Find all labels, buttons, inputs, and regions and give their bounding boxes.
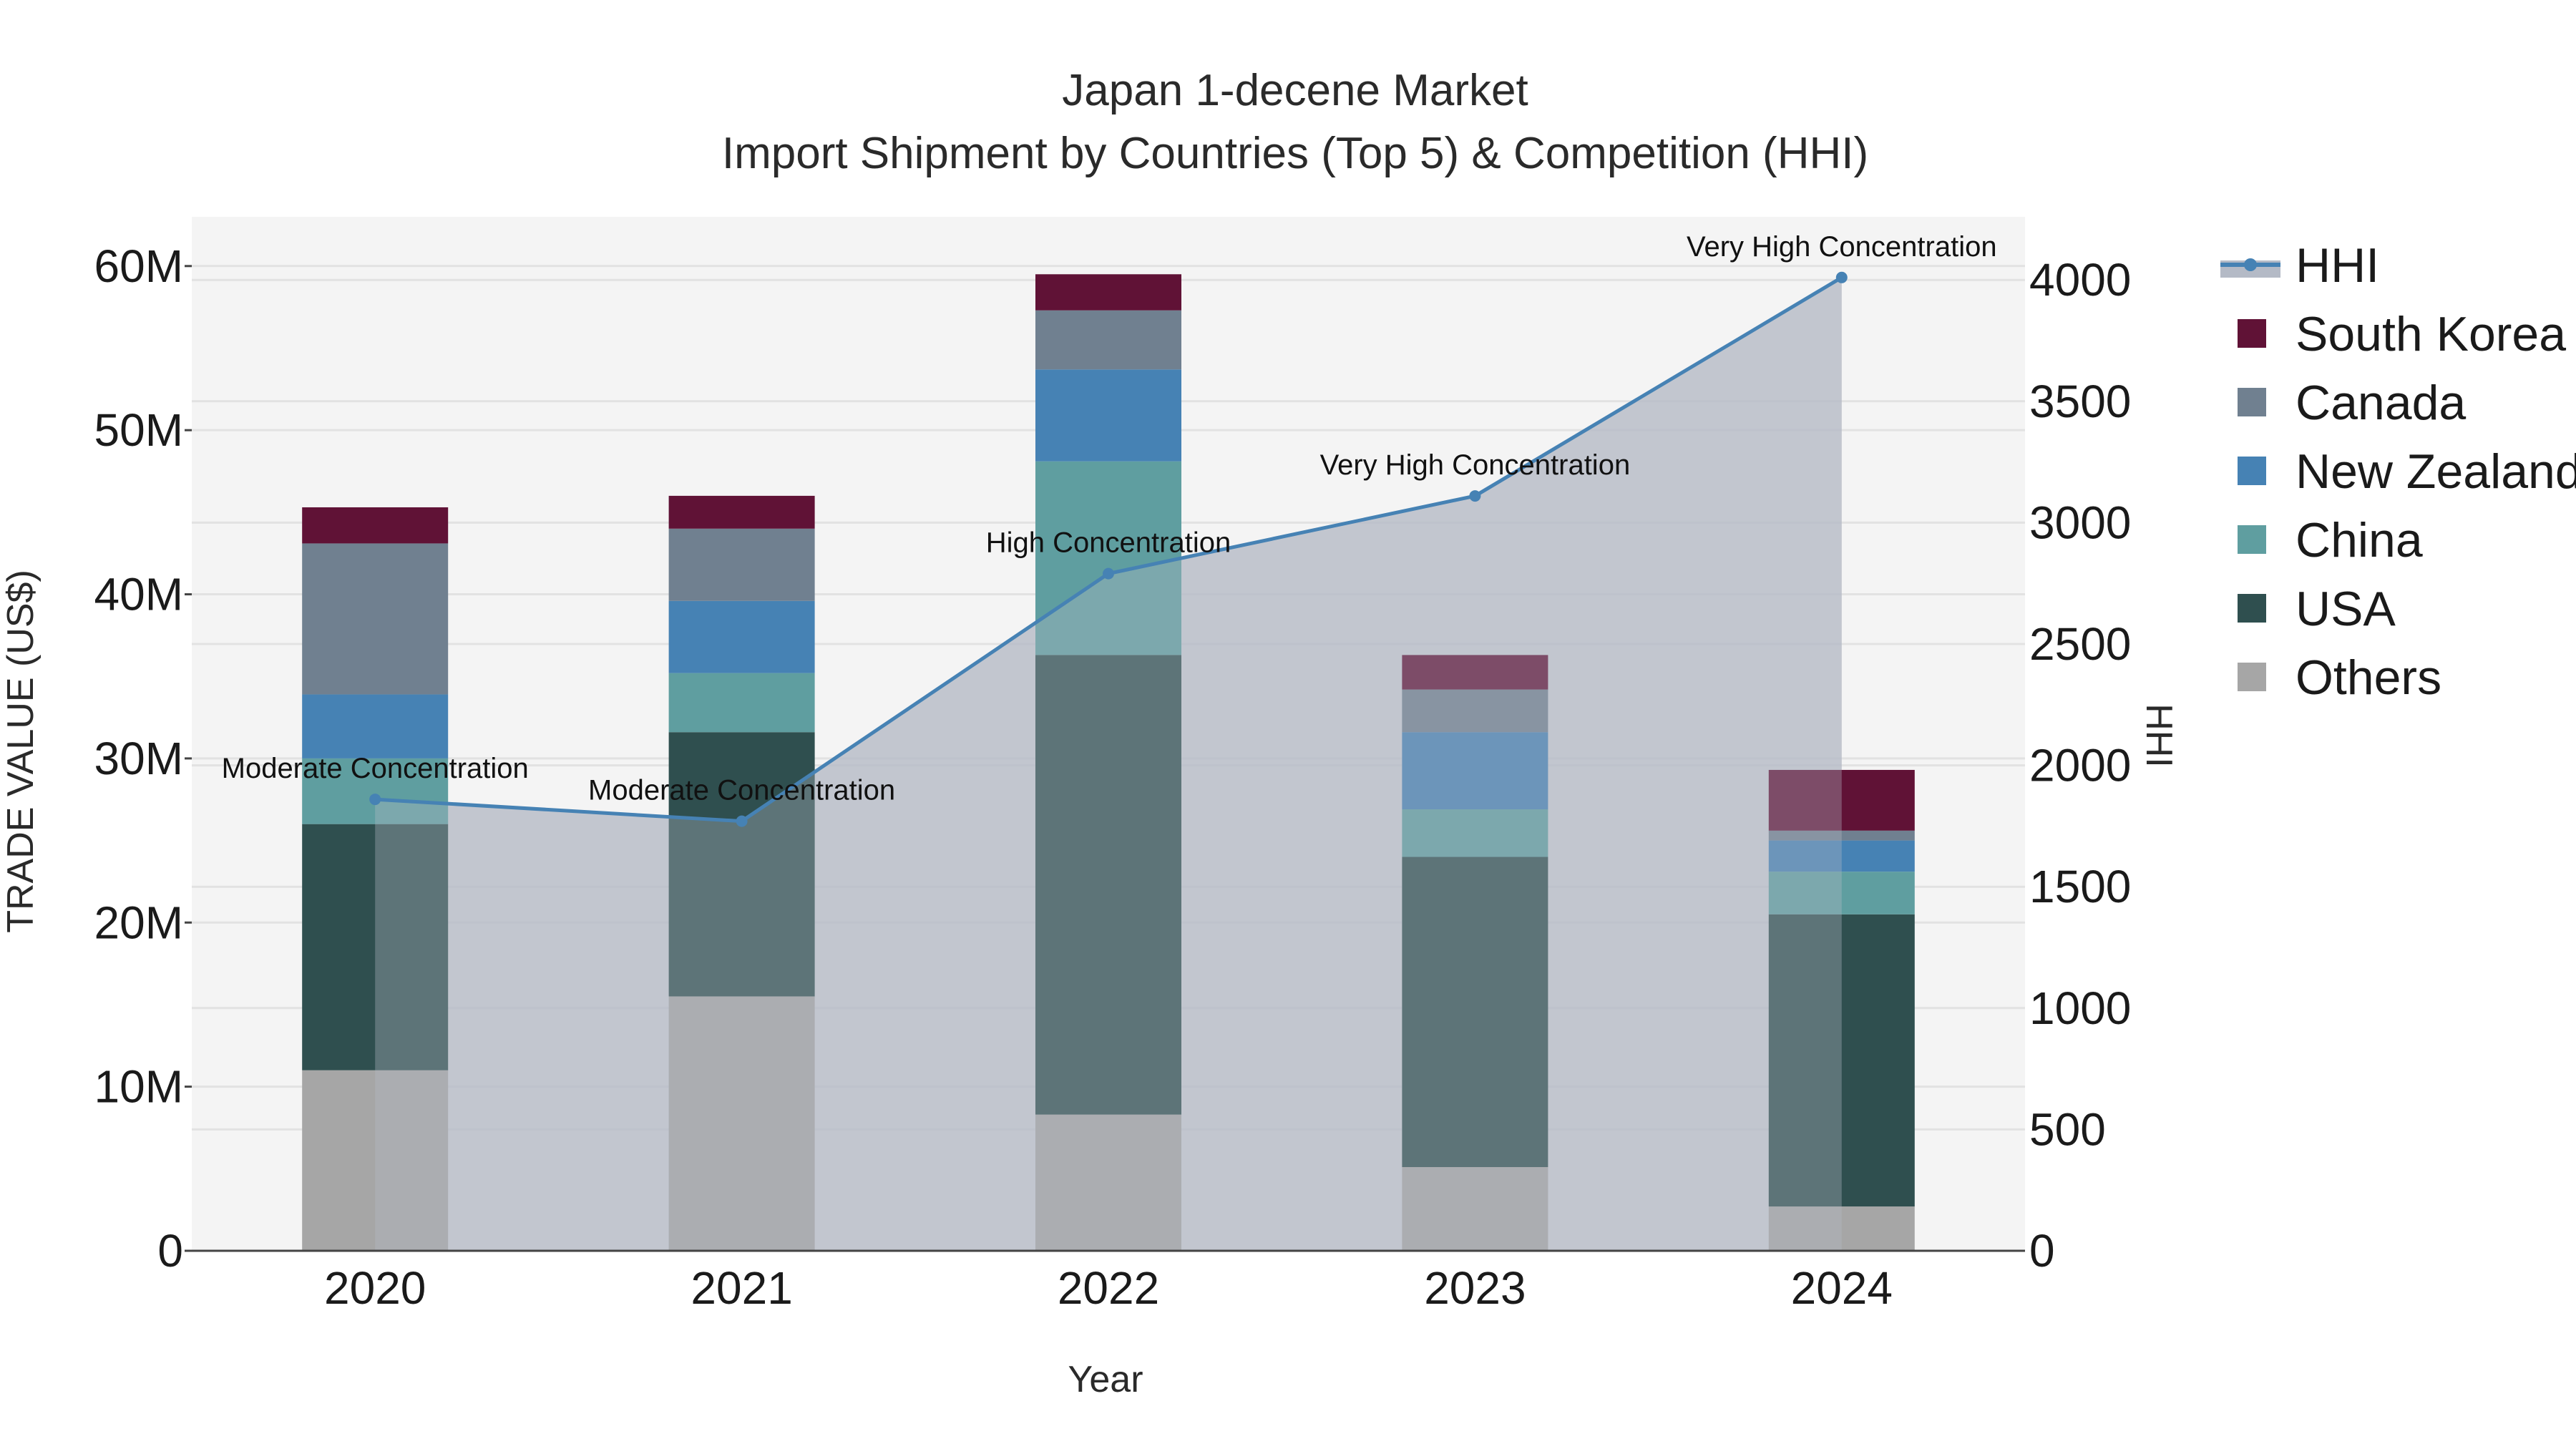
y2-tick-label: 1500 bbox=[2029, 861, 2131, 912]
bar-south-korea-2022 bbox=[1035, 274, 1181, 311]
x-tick-label-2022: 2022 bbox=[1058, 1262, 1159, 1314]
legend-label-china: China bbox=[2296, 513, 2423, 567]
hhi-annotations: Moderate Concentration Moderate Concentra… bbox=[222, 231, 1997, 806]
x-axis-ticks: 2020 2021 2022 2023 2024 bbox=[324, 1262, 1893, 1314]
x-tick-label-2024: 2024 bbox=[1791, 1262, 1893, 1314]
bar-usa-2023 bbox=[1402, 857, 1548, 1168]
hhi-point-2024 bbox=[1835, 271, 1848, 283]
bar-china-2023 bbox=[1402, 809, 1548, 857]
bars bbox=[302, 274, 1915, 1251]
y2-tick-label: 4000 bbox=[2029, 254, 2131, 306]
hhi-annotation-2020: Moderate Concentration bbox=[222, 753, 529, 784]
y2-tick-label: 2000 bbox=[2029, 740, 2131, 791]
chart-subtitle: Import Shipment by Countries (Top 5) & C… bbox=[722, 129, 1868, 178]
legend: HHI South Korea Canada New Zealand China USA O… bbox=[2220, 238, 2576, 705]
bar-others-2021 bbox=[668, 996, 815, 1251]
y2-axis-ticks: 0 500 1000 1500 2000 2500 3000 3500 4000 bbox=[2029, 254, 2131, 1277]
legend-label-others: Others bbox=[2296, 650, 2441, 705]
legend-label-canada: Canada bbox=[2296, 376, 2466, 430]
hhi-annotation-2024: Very High Concentration bbox=[1687, 231, 1997, 263]
bar-china-2022 bbox=[1035, 461, 1181, 655]
y-tick-label: 0 bbox=[157, 1225, 183, 1277]
hhi-annotation-2021: Moderate Concentration bbox=[588, 775, 895, 806]
bar-canada-2020 bbox=[302, 543, 449, 695]
x-tick-label-2020: 2020 bbox=[324, 1262, 426, 1314]
y2-tick-label: 3000 bbox=[2029, 497, 2131, 548]
legend-label-new-zealand: New Zealand bbox=[2296, 444, 2576, 499]
legend-label-hhi: HHI bbox=[2296, 238, 2379, 293]
bar-others-2023 bbox=[1402, 1167, 1548, 1251]
bar-new-zealand-2021 bbox=[668, 600, 815, 673]
bar-china-2021 bbox=[668, 673, 815, 733]
legend-swatch-china bbox=[2238, 525, 2266, 554]
bar-canada-2023 bbox=[1402, 689, 1548, 733]
y-tick-label: 20M bbox=[94, 897, 184, 948]
bar-south-korea-2024 bbox=[1768, 769, 1915, 831]
legend-swatch-usa bbox=[2238, 594, 2266, 623]
hhi-area-overlay bbox=[375, 277, 1842, 1251]
hhi-annotation-2023: Very High Concentration bbox=[1320, 449, 1631, 481]
chart-title: Japan 1-decene Market bbox=[1062, 66, 1528, 115]
y2-axis-title: HHI bbox=[2138, 703, 2180, 768]
y-tick-label: 30M bbox=[94, 733, 184, 784]
bar-south-korea-2021 bbox=[668, 495, 815, 529]
legend-swatch-canada bbox=[2238, 388, 2266, 416]
y2-tick-label: 0 bbox=[2029, 1225, 2055, 1277]
legend-swatch-south-korea bbox=[2238, 319, 2266, 348]
bar-usa-2020 bbox=[302, 824, 449, 1070]
y2-tick-label: 1000 bbox=[2029, 982, 2131, 1034]
x-tick-label-2021: 2021 bbox=[691, 1262, 792, 1314]
hhi-point-2023 bbox=[1469, 490, 1481, 502]
bar-others-2024 bbox=[1768, 1206, 1915, 1251]
bar-new-zealand-2023 bbox=[1402, 732, 1548, 810]
bar-new-zealand-2024 bbox=[1768, 840, 1915, 872]
bar-others-2022 bbox=[1035, 1114, 1181, 1251]
bar-canada-2021 bbox=[668, 528, 815, 601]
bar-south-korea-2023 bbox=[1402, 655, 1548, 690]
y2-tick-label: 500 bbox=[2029, 1103, 2106, 1155]
bar-china-2024 bbox=[1768, 872, 1915, 914]
hhi-point-2022 bbox=[1103, 567, 1114, 580]
y-axis-title: TRADE VALUE (US$) bbox=[0, 570, 42, 933]
legend-swatch-others bbox=[2238, 663, 2266, 691]
bar-canada-2024 bbox=[1768, 830, 1915, 841]
bar-usa-2022 bbox=[1035, 655, 1181, 1115]
bar-usa-2024 bbox=[1768, 914, 1915, 1207]
y-tick-label: 50M bbox=[94, 404, 184, 456]
legend-label-usa: USA bbox=[2296, 582, 2396, 636]
legend-label-south-korea: South Korea bbox=[2296, 307, 2566, 361]
legend-swatch-hhi-marker bbox=[2244, 258, 2257, 271]
bar-canada-2022 bbox=[1035, 310, 1181, 370]
bar-new-zealand-2022 bbox=[1035, 369, 1181, 462]
y-tick-label: 60M bbox=[94, 240, 184, 292]
x-axis-title: Year bbox=[1068, 1359, 1143, 1400]
hhi-point-2020 bbox=[369, 794, 381, 806]
y-tick-label: 10M bbox=[94, 1061, 184, 1113]
hhi-point-2021 bbox=[736, 815, 748, 827]
bar-south-korea-2020 bbox=[302, 507, 449, 544]
y2-tick-label: 3500 bbox=[2029, 376, 2131, 427]
bar-new-zealand-2020 bbox=[302, 694, 449, 758]
bar-china-2020 bbox=[302, 758, 449, 824]
x-tick-label-2023: 2023 bbox=[1424, 1262, 1526, 1314]
hhi-annotation-2022: High Concentration bbox=[986, 527, 1231, 559]
bar-usa-2021 bbox=[668, 732, 815, 997]
y2-tick-label: 2500 bbox=[2029, 618, 2131, 670]
bar-others-2020 bbox=[302, 1070, 449, 1251]
legend-swatch-new-zealand bbox=[2238, 457, 2266, 485]
y-tick-label: 40M bbox=[94, 569, 184, 620]
y-axis-ticks: 0 10M 20M 30M 40M 50M 60M bbox=[94, 240, 192, 1277]
hhi-line-layer bbox=[369, 271, 1848, 1251]
